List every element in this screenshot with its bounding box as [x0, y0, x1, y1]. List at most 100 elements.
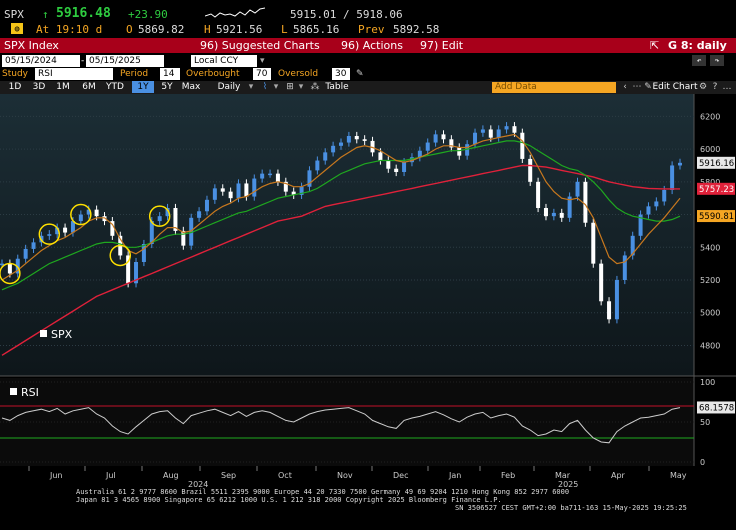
price-bar [433, 134, 438, 143]
chart-settings-icon[interactable]: ⚙ [698, 82, 708, 92]
zoom-icon[interactable]: ⋯ [632, 82, 642, 92]
edit-menu[interactable]: 97) Edit [420, 39, 464, 52]
quote-header: SPX ↑ 5916.48 +23.90 5915.01 / 5918.06 ◍… [0, 0, 736, 38]
undo-icon[interactable]: ↶ [692, 55, 706, 66]
period-label: Period [120, 69, 149, 79]
price-bar [646, 206, 651, 215]
frequency-select[interactable]: Daily [217, 82, 241, 92]
overbought-field[interactable]: 70 [253, 68, 271, 80]
y-tick-label: 6200 [700, 112, 720, 121]
price-bar [394, 168, 399, 172]
range-button-max[interactable]: Max [181, 82, 201, 92]
price-bar [244, 183, 249, 197]
price-bar [165, 208, 170, 217]
footer-line-2: Japan 81 3 4565 8900 Singapore 65 6212 1… [76, 496, 502, 504]
range-button-6m[interactable]: 6M [82, 82, 96, 92]
table-button[interactable]: Table [325, 82, 349, 92]
footer-line-3: SN 3506527 CEST GMT+2:00 ba711-163 15-Ma… [455, 504, 687, 512]
rsi-y-axis: 0 50 100 [0, 378, 715, 467]
price-bar [23, 248, 28, 259]
price-bar [212, 188, 217, 200]
price-bar [409, 157, 414, 163]
graph-name[interactable]: G 8: daily [668, 39, 727, 52]
range-button-3d[interactable]: 3D [32, 82, 46, 92]
x-tick-label: Jul [105, 471, 116, 480]
price-bar [559, 212, 564, 218]
suggested-charts-menu[interactable]: 96) Suggested Charts [200, 39, 320, 52]
range-button-1y[interactable]: 1Y [132, 81, 154, 93]
menu-bar: SPX Index 96) Suggested Charts 96) Actio… [0, 38, 736, 53]
price-bar [331, 145, 336, 153]
last-price: 5916.48 [56, 6, 111, 21]
price-bar [425, 142, 430, 151]
price-bar [15, 258, 20, 274]
price-bar [457, 147, 462, 156]
add-data-input[interactable]: Add Data [492, 82, 616, 93]
drawing-tools-icon[interactable]: ⊞ [286, 82, 294, 92]
svg-text:5916.16: 5916.16 [699, 159, 734, 169]
price-change: +23.90 [128, 8, 168, 21]
edit-chart-button[interactable]: Edit Chart [652, 82, 698, 92]
redo-icon[interactable]: ↷ [710, 55, 724, 66]
price-bar [141, 244, 146, 262]
security-name[interactable]: SPX Index [4, 39, 59, 52]
end-date-field[interactable]: 05/15/2025 [86, 55, 164, 67]
range-button-ytd[interactable]: YTD [106, 82, 124, 92]
rsi-plot-background [0, 378, 694, 466]
price-bar [55, 227, 60, 235]
svg-text:5757.23: 5757.23 [699, 185, 734, 195]
help-icon[interactable]: ? [712, 82, 718, 92]
x-axis: Jun Jul Aug Sep Oct Nov Dec Jan Feb Mar Apr May 2024… [28, 466, 687, 489]
price-bar [173, 208, 178, 231]
edit-study-icon[interactable]: ✎ [356, 69, 364, 79]
more-icon[interactable]: … [722, 82, 732, 92]
pencil-icon[interactable]: ✎ [644, 82, 652, 92]
price-bar [575, 181, 580, 197]
range-button-1d[interactable]: 1D [8, 82, 22, 92]
frequency-dropdown-icon[interactable]: ▾ [248, 82, 254, 92]
oversold-field[interactable]: 30 [332, 68, 350, 80]
highlight-circle [0, 262, 21, 285]
price-bar [7, 263, 12, 274]
rsi-tick-label: 100 [700, 378, 715, 387]
x-tick-label: Sep [221, 471, 236, 480]
drawing-dropdown-icon[interactable]: ▾ [298, 82, 304, 92]
zoom-back-icon[interactable]: ‹ [623, 82, 627, 92]
rsi-tick-label: 50 [700, 418, 710, 427]
y-tick-label: 5000 [700, 309, 720, 318]
price-bar [149, 221, 154, 244]
chart-type-dropdown-icon[interactable]: ▾ [273, 82, 279, 92]
svg-text:5590.81: 5590.81 [699, 212, 734, 222]
price-bar [307, 170, 312, 187]
study-select[interactable]: RSI [35, 68, 113, 80]
range-button-5y[interactable]: 5Y [161, 82, 173, 92]
x-tick-label: Mar [555, 471, 571, 480]
price-bar [630, 235, 635, 256]
indicator-icon[interactable]: ⁂ [310, 82, 320, 92]
range-button-1m[interactable]: 1M [56, 82, 70, 92]
ma-short-marker: 5590.81 [697, 210, 735, 223]
currency-select[interactable]: Local CCY [191, 55, 257, 67]
start-date-field[interactable]: 05/15/2024 [2, 55, 80, 67]
line-chart-icon[interactable]: ⌇ [262, 82, 268, 92]
rsi-legend-swatch [10, 388, 17, 395]
price-bar [362, 139, 367, 141]
price-bar [252, 178, 257, 197]
currency-dropdown-icon[interactable]: ▾ [260, 56, 265, 66]
x-tick-label: Jan [448, 471, 461, 480]
price-bar [551, 212, 556, 217]
price-chart[interactable]: 48005000520054005600580060006200 050100 … [0, 94, 736, 530]
ma-mid-line [1, 140, 681, 291]
price-bar [315, 160, 320, 171]
y-tick-label: 5400 [700, 243, 720, 252]
price-bar [275, 173, 280, 182]
period-field[interactable]: 14 [160, 68, 180, 80]
x-tick-label: Dec [393, 471, 408, 480]
actions-menu[interactable]: 96) Actions [341, 39, 403, 52]
y-tick-label: 5200 [700, 276, 720, 285]
price-bar [354, 136, 359, 140]
low-value: 5865.16 [293, 23, 340, 36]
low-label: L [281, 23, 288, 36]
export-icon[interactable]: ⇱ [650, 39, 660, 52]
price-bar [339, 142, 343, 146]
